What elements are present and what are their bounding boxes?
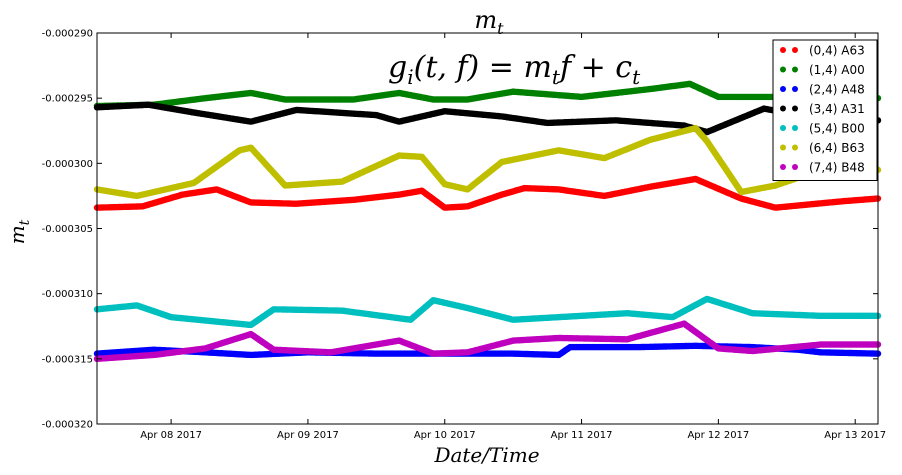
legend-marker: [792, 164, 798, 170]
x-tick-label: Apr 09 2017: [277, 430, 339, 441]
chart-title: mt: [474, 6, 504, 38]
y-tick-label: -0.000290: [42, 29, 93, 40]
plot-frame: [96, 32, 879, 425]
legend-marker: [780, 105, 786, 112]
legend-item: (1,4) A00: [780, 63, 865, 77]
x-tick-label: Apr 11 2017: [551, 430, 613, 441]
legend-label: (5,4) B00: [809, 122, 865, 136]
equation-text: g: [388, 50, 407, 85]
legend-item: (3,4) A31: [780, 102, 865, 116]
legend-marker: [792, 47, 798, 53]
x-axis: Apr 08 2017 Apr 09 2017 Apr 10 2017 Apr 11 …: [140, 33, 886, 441]
y-tick-label: -0.000300: [42, 159, 93, 170]
legend-item: (7,4) B48: [780, 161, 865, 175]
legend-label: (6,4) B63: [809, 141, 865, 155]
y-tick-label: -0.000310: [42, 289, 93, 300]
y-axis-label: mt: [5, 219, 33, 244]
legend-item: (0,4) A63: [780, 44, 865, 58]
title-sub: t: [497, 19, 504, 38]
legend-marker: [780, 164, 786, 170]
series-7: [93, 320, 882, 362]
y-tick-label: -0.000295: [42, 94, 93, 105]
title-main: m: [474, 6, 497, 34]
series-5: [93, 295, 882, 329]
legend-marker: [792, 144, 798, 151]
legend-label: (2,4) A48: [809, 83, 865, 97]
legend-marker: [792, 105, 798, 112]
legend-label: (3,4) A31: [809, 102, 865, 116]
legend-marker: [792, 66, 798, 73]
legend-marker: [792, 86, 798, 92]
plot-marks: [93, 80, 882, 362]
legend-box: [772, 39, 878, 181]
series-4: [93, 101, 882, 136]
legend-marker: [780, 125, 786, 131]
x-axis-label: Date/Time: [433, 443, 539, 467]
x-tick-label: Apr 13 2017: [824, 430, 886, 441]
series-1: [93, 175, 882, 211]
legend-marker: [780, 47, 786, 53]
legend-item: (2,4) A48: [780, 83, 865, 97]
legend-item: (5,4) B00: [780, 122, 865, 136]
equation-annotation: gi(t, f) = mtf + ct: [388, 50, 641, 89]
y-tick-label: -0.000320: [42, 420, 93, 431]
y-tick-label: -0.000315: [42, 354, 93, 365]
x-tick-label: Apr 08 2017: [140, 430, 202, 441]
legend-marker: [780, 66, 786, 73]
legend-marker: [792, 125, 798, 131]
x-tick-label: Apr 12 2017: [687, 430, 749, 441]
x-tick-label: Apr 10 2017: [414, 430, 476, 441]
legend-label: (7,4) B48: [809, 161, 865, 175]
legend: (0,4) A63 (1,4) A00 (2,4) A48 (3,4) A31 (5,4…: [772, 39, 878, 181]
legend-label: (0,4) A63: [809, 44, 865, 58]
legend-item: (6,4) B63: [780, 141, 865, 155]
legend-marker: [780, 86, 786, 92]
y-tick-label: -0.000305: [42, 224, 93, 235]
legend-marker: [780, 144, 786, 151]
legend-label: (1,4) A00: [809, 63, 865, 77]
y-axis: -0.000290 -0.000295 -0.000300 -0.000305 -0.0…: [42, 29, 878, 431]
